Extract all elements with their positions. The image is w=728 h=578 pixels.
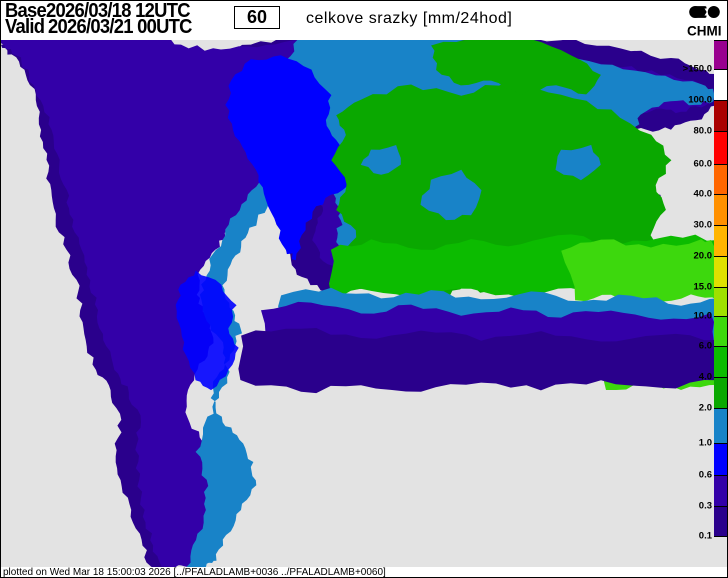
svg-text:CHMI: CHMI bbox=[687, 24, 722, 39]
